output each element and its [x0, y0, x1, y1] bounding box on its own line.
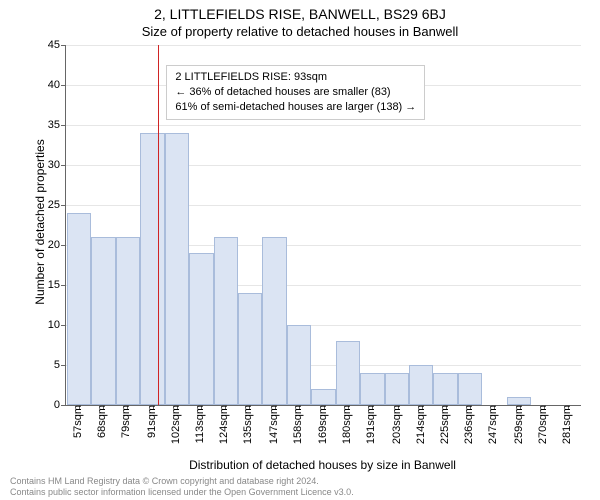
x-tick-label: 113sqm — [194, 405, 206, 455]
x-tick-label: 169sqm — [317, 405, 329, 455]
x-tick-label: 259sqm — [513, 405, 525, 455]
x-tick-label: 214sqm — [415, 405, 427, 455]
y-tick-mark — [61, 45, 66, 46]
y-tick-label: 45 — [10, 39, 60, 51]
histogram-bar — [287, 325, 311, 405]
title-line-1: 2, LITTLEFIELDS RISE, BANWELL, BS29 6BJ — [0, 6, 600, 22]
x-tick-label: 102sqm — [170, 405, 182, 455]
histogram-bar — [214, 237, 238, 405]
histogram-bar — [385, 373, 409, 405]
footer: Contains HM Land Registry data © Crown c… — [10, 476, 354, 499]
x-tick-label: 158sqm — [292, 405, 304, 455]
x-tick-label: 180sqm — [341, 405, 353, 455]
x-tick-label: 225sqm — [439, 405, 451, 455]
grid-line — [66, 125, 581, 126]
histogram-bar — [140, 133, 164, 405]
y-tick-mark — [61, 125, 66, 126]
y-tick-label: 40 — [10, 79, 60, 91]
histogram-bar — [262, 237, 286, 405]
histogram-bar — [116, 237, 140, 405]
grid-line — [66, 45, 581, 46]
x-tick-label: 270sqm — [537, 405, 549, 455]
x-tick-label: 68sqm — [96, 405, 108, 455]
annotation-line: ← 36% of detached houses are smaller (83… — [175, 85, 416, 100]
histogram-bar — [311, 389, 335, 405]
x-tick-label: 79sqm — [120, 405, 132, 455]
histogram-bar — [336, 341, 360, 405]
y-tick-mark — [61, 85, 66, 86]
chart-container: 2, LITTLEFIELDS RISE, BANWELL, BS29 6BJ … — [0, 0, 600, 500]
x-tick-label: 124sqm — [218, 405, 230, 455]
x-tick-label: 135sqm — [242, 405, 254, 455]
x-axis-label: Distribution of detached houses by size … — [65, 458, 580, 472]
histogram-bar — [91, 237, 115, 405]
marker-line — [158, 45, 159, 405]
histogram-bar — [409, 365, 433, 405]
y-tick-mark — [61, 245, 66, 246]
histogram-bar — [165, 133, 189, 405]
y-tick-mark — [61, 325, 66, 326]
footer-line-1: Contains HM Land Registry data © Crown c… — [10, 476, 354, 487]
x-tick-label: 147sqm — [268, 405, 280, 455]
y-tick-label: 0 — [10, 399, 60, 411]
y-axis-label: Number of detached properties — [33, 122, 47, 322]
y-tick-mark — [61, 165, 66, 166]
footer-line-2: Contains public sector information licen… — [10, 487, 354, 498]
histogram-bar — [433, 373, 457, 405]
y-tick-mark — [61, 365, 66, 366]
y-tick-mark — [61, 285, 66, 286]
annotation-line: 61% of semi-detached houses are larger (… — [175, 100, 416, 115]
annotation-box: 2 LITTLEFIELDS RISE: 93sqm← 36% of detac… — [166, 65, 425, 120]
y-tick-mark — [61, 405, 66, 406]
x-tick-label: 236sqm — [463, 405, 475, 455]
histogram-bar — [360, 373, 384, 405]
histogram-bar — [458, 373, 482, 405]
x-tick-label: 191sqm — [365, 405, 377, 455]
x-tick-label: 247sqm — [487, 405, 499, 455]
x-tick-label: 203sqm — [391, 405, 403, 455]
histogram-bar — [67, 213, 91, 405]
x-tick-label: 91sqm — [146, 405, 158, 455]
histogram-bar — [507, 397, 531, 405]
histogram-bar — [238, 293, 262, 405]
y-tick-mark — [61, 205, 66, 206]
plot-area: 2 LITTLEFIELDS RISE: 93sqm← 36% of detac… — [65, 45, 581, 406]
annotation-line: 2 LITTLEFIELDS RISE: 93sqm — [175, 70, 416, 85]
title-line-2: Size of property relative to detached ho… — [0, 24, 600, 39]
y-tick-label: 5 — [10, 359, 60, 371]
x-tick-label: 281sqm — [561, 405, 573, 455]
histogram-bar — [189, 253, 213, 405]
x-tick-label: 57sqm — [72, 405, 84, 455]
